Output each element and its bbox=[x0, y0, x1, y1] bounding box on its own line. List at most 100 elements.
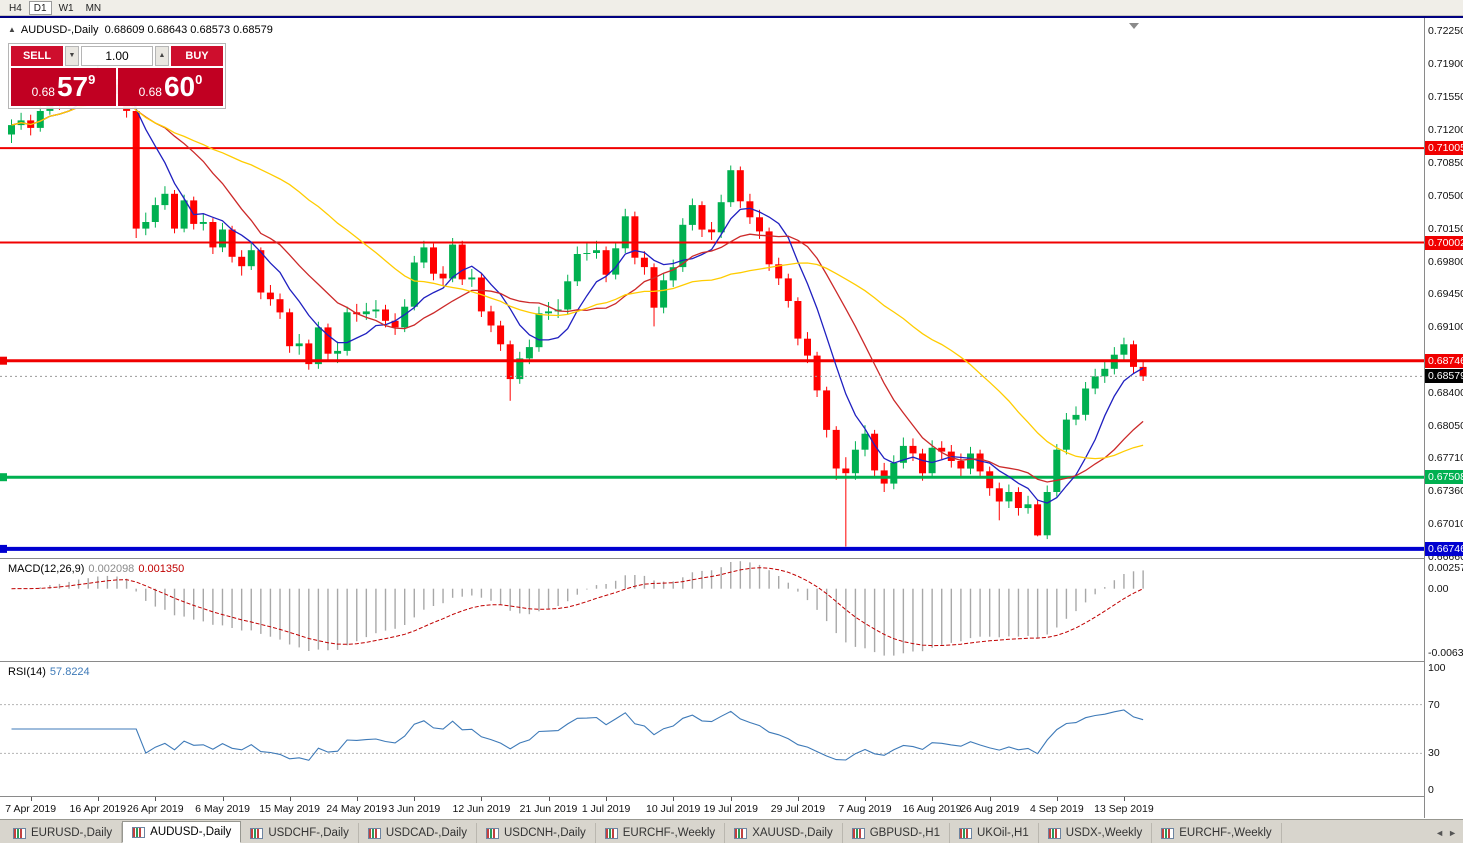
tab-scroll-left-icon[interactable]: ◄ bbox=[1435, 828, 1445, 838]
price-scale-tick: 0.70850 bbox=[1428, 156, 1463, 169]
candle-body bbox=[372, 309, 380, 312]
time-axis-tick bbox=[1056, 797, 1058, 801]
rsi-name: RSI(14) bbox=[8, 666, 46, 678]
sell-price-prefix: 0.68 bbox=[31, 85, 55, 99]
timeframe-button-mn[interactable]: MN bbox=[85, 2, 102, 14]
candle-body bbox=[449, 244, 457, 279]
chart-tab-icon bbox=[1047, 827, 1061, 839]
candle-body bbox=[1053, 449, 1061, 492]
candle-body bbox=[343, 312, 351, 351]
price-scale-tick: 0.67710 bbox=[1428, 452, 1463, 465]
candle-body bbox=[650, 267, 658, 308]
one-click-trading-panel: SELL ▼ ▲ BUY 0.68 57 9 0.68 60 0 bbox=[8, 43, 226, 109]
time-axis-label: 24 May 2019 bbox=[326, 803, 388, 815]
buy-price-prefix: 0.68 bbox=[138, 85, 162, 99]
level-left-marker[interactable] bbox=[0, 473, 7, 482]
chart-tab-label: USDCHF-,Daily bbox=[268, 827, 349, 839]
candle-body bbox=[640, 257, 648, 268]
tab-scroll-right-icon[interactable]: ► bbox=[1448, 828, 1457, 838]
time-axis-tick bbox=[97, 797, 99, 801]
macd-value-signal: 0.001350 bbox=[138, 563, 185, 575]
macd-pane[interactable] bbox=[0, 559, 1424, 661]
sell-price-box[interactable]: 0.68 57 9 bbox=[11, 68, 116, 106]
chart-tab-eurchf-weekly[interactable]: EURCHF-,Weekly bbox=[596, 823, 726, 843]
candle-body bbox=[8, 125, 15, 135]
time-axis-tick bbox=[989, 797, 991, 801]
time-axis-label: 26 Aug 2019 bbox=[960, 803, 1020, 815]
price-tag: 0.71005 bbox=[1425, 141, 1463, 156]
price-chart-pane[interactable] bbox=[0, 18, 1424, 558]
timeframe-button-w1[interactable]: W1 bbox=[58, 2, 74, 14]
rsi-label: RSI(14) 57.8224 bbox=[8, 666, 94, 678]
candle-body bbox=[219, 229, 226, 248]
volume-increase-icon[interactable]: ▲ bbox=[155, 46, 169, 66]
chart-tab-usdcnh-daily[interactable]: USDCNH-,Daily bbox=[477, 823, 596, 843]
time-axis-label: 3 Jun 2019 bbox=[388, 803, 441, 815]
chart-tab-eurchf-weekly[interactable]: EURCHF-,Weekly bbox=[1152, 823, 1282, 843]
price-scale-tick: 0.69800 bbox=[1428, 255, 1463, 268]
time-axis-label: 4 Sep 2019 bbox=[1029, 803, 1084, 815]
pane-separator[interactable] bbox=[0, 558, 1463, 559]
chart-shift-marker-icon[interactable] bbox=[1129, 23, 1139, 29]
price-scale[interactable]: 0.72250 0.71900 0.71550 0.71200 0.70850 0.705… bbox=[1424, 18, 1463, 818]
pane-separator[interactable] bbox=[0, 661, 1463, 662]
time-axis-tick bbox=[222, 797, 224, 801]
rsi-pane[interactable] bbox=[0, 662, 1424, 796]
candle-body bbox=[736, 170, 744, 202]
volume-input[interactable] bbox=[81, 46, 153, 66]
volume-decrease-icon[interactable]: ▼ bbox=[65, 46, 79, 66]
chart-tab-usdcad-daily[interactable]: USDCAD-,Daily bbox=[359, 823, 477, 843]
chart-tab-label: EURCHF-,Weekly bbox=[1179, 827, 1272, 839]
timeframe-button-d1[interactable]: D1 bbox=[28, 0, 52, 15]
candle-body bbox=[861, 433, 869, 450]
candle-body bbox=[660, 280, 668, 308]
chart-tab-usdchf-daily[interactable]: USDCHF-,Daily bbox=[241, 823, 359, 843]
collapse-panel-icon[interactable]: ▲ bbox=[8, 25, 16, 34]
candle-body bbox=[928, 447, 936, 474]
time-axis-label: 19 Jul 2019 bbox=[703, 803, 758, 815]
chart-tab-label: EURUSD-,Daily bbox=[31, 827, 113, 839]
sell-button[interactable]: SELL bbox=[11, 46, 63, 66]
price-tag: 0.68746 bbox=[1425, 353, 1463, 368]
chart-tab-label: GBPUSD-,H1 bbox=[869, 827, 940, 839]
candle-body bbox=[1005, 492, 1013, 502]
indicator-scale-tick: 0 bbox=[1428, 784, 1434, 796]
chart-tab-usdx-weekly[interactable]: USDX-,Weekly bbox=[1039, 823, 1153, 843]
candle-body bbox=[401, 306, 409, 328]
candle-body bbox=[209, 222, 217, 248]
time-axis[interactable]: 7 Apr 2019 16 Apr 2019 26 Apr 2019 6 May 20… bbox=[0, 797, 1424, 818]
time-axis-label: 7 Apr 2019 bbox=[5, 803, 57, 815]
time-axis-tick bbox=[932, 797, 934, 801]
candle-body bbox=[420, 247, 428, 263]
sell-price-pipette: 9 bbox=[88, 72, 96, 87]
time-axis-tick bbox=[30, 797, 32, 801]
chart-window-top-border bbox=[0, 16, 1463, 18]
chart-tab-audusd-daily[interactable]: AUDUSD-,Daily bbox=[122, 821, 242, 843]
level-left-marker[interactable] bbox=[0, 544, 7, 553]
chart-tab-label: EURCHF-,Weekly bbox=[622, 827, 716, 839]
time-axis-tick bbox=[606, 797, 608, 801]
chart-tab-xauusd-daily[interactable]: XAUUSD-,Daily bbox=[725, 823, 843, 843]
chart-tab-label: UKOil-,H1 bbox=[977, 827, 1029, 839]
candle-body bbox=[957, 461, 965, 469]
timeframe-button-h4[interactable]: H4 bbox=[9, 2, 22, 14]
chart-tab-gbpusd-h1[interactable]: GBPUSD-,H1 bbox=[843, 823, 950, 843]
candle-body bbox=[171, 193, 178, 229]
rsi-line bbox=[11, 709, 1144, 761]
chart-tab-icon bbox=[959, 827, 972, 839]
candle-body bbox=[142, 222, 150, 229]
candle-body bbox=[919, 453, 926, 474]
buy-button[interactable]: BUY bbox=[171, 46, 223, 66]
level-left-marker[interactable] bbox=[0, 356, 7, 365]
ma-line-14 bbox=[11, 99, 1144, 483]
candle-body bbox=[132, 111, 140, 229]
chart-tab-ukoil-h1[interactable]: UKOil-,H1 bbox=[950, 823, 1039, 843]
candle-body bbox=[324, 327, 332, 354]
candle-body bbox=[832, 429, 840, 469]
buy-price-box[interactable]: 0.68 60 0 bbox=[118, 68, 223, 106]
candle-body bbox=[1120, 344, 1128, 355]
candle-body bbox=[765, 231, 773, 265]
chart-tab-eurusd-daily[interactable]: EURUSD-,Daily bbox=[4, 823, 123, 843]
chart-tab-icon bbox=[132, 826, 146, 838]
time-axis-label: 6 May 2019 bbox=[195, 803, 250, 815]
